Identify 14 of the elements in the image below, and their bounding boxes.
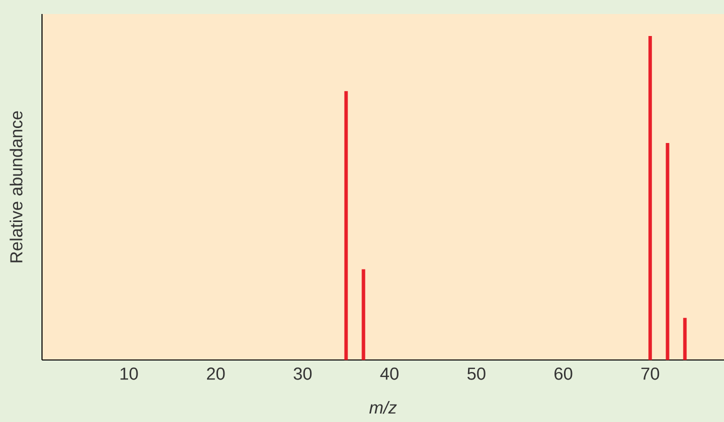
x-tick-label: 40 bbox=[380, 368, 398, 380]
bar bbox=[666, 142, 670, 360]
x-tick-label: 30 bbox=[294, 368, 312, 380]
x-tick-label: 70 bbox=[641, 368, 660, 380]
x-tick-label: 20 bbox=[207, 368, 225, 380]
x-tick-label: 10 bbox=[120, 368, 138, 380]
bar bbox=[648, 36, 652, 360]
x-tick-label: 60 bbox=[554, 368, 572, 380]
y-axis-title: Relative abundance bbox=[10, 111, 22, 262]
bar bbox=[683, 318, 687, 360]
bar bbox=[344, 91, 348, 360]
x-tick-label: 50 bbox=[467, 368, 486, 380]
bar bbox=[362, 269, 366, 360]
x-axis-title: m/z bbox=[369, 400, 397, 414]
